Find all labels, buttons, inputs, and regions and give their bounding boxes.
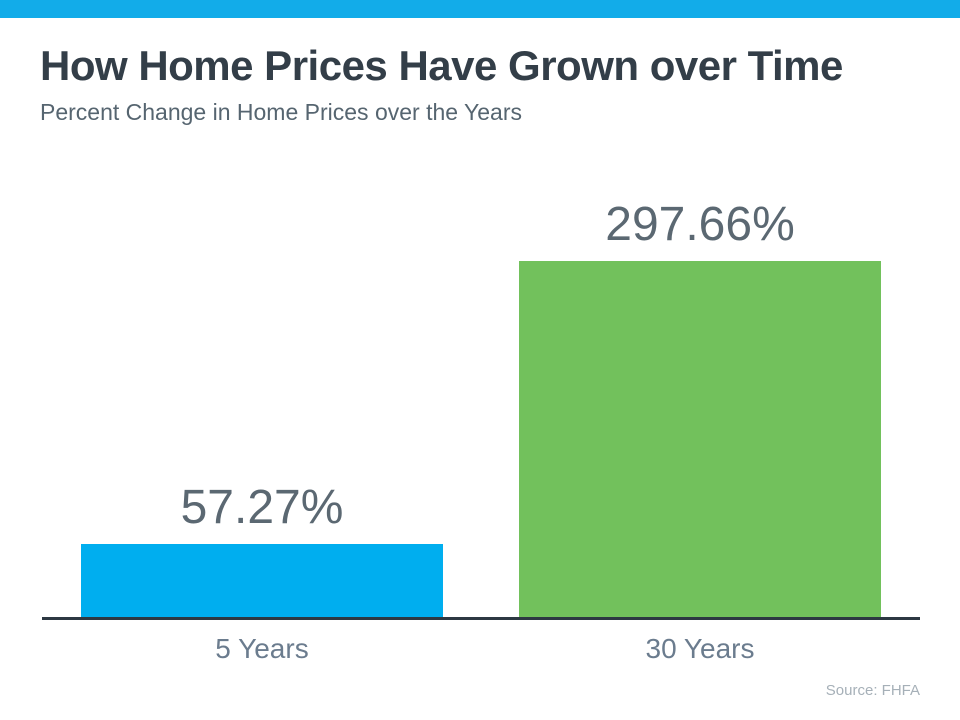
top-accent-bar xyxy=(0,0,960,18)
bar-group-30-years: 297.66% xyxy=(519,198,881,617)
bar-5-years xyxy=(81,544,443,617)
chart-title: How Home Prices Have Grown over Time xyxy=(40,42,843,89)
x-axis-line xyxy=(42,617,920,620)
bar-30-years xyxy=(519,261,881,617)
x-axis-label-30-years: 30 Years xyxy=(645,633,755,664)
x-axis-label-5-years: 5 Years xyxy=(215,633,309,664)
chart-subtitle: Percent Change in Home Prices over the Y… xyxy=(40,99,522,125)
source-label: Source: FHFA xyxy=(825,682,920,699)
value-label-5-years: 57.27% xyxy=(180,481,344,535)
bar-group-5-years: 57.27% xyxy=(81,481,443,617)
value-label-30-years: 297.66% xyxy=(605,198,795,252)
